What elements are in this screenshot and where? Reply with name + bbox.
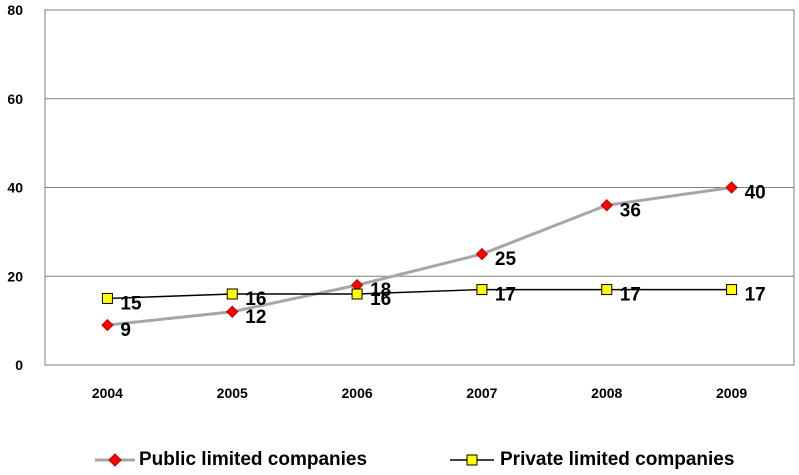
data-label-public-2004: 9 <box>120 320 131 341</box>
marker-public-2007 <box>475 247 489 261</box>
x-tick-label-2006: 2006 <box>342 385 373 401</box>
plot-area-frame <box>44 9 795 366</box>
marker-public-2004 <box>101 318 114 332</box>
y-tick-label-0: 0 <box>15 357 23 373</box>
x-tick-label-2004: 2004 <box>92 385 123 401</box>
gridlines <box>45 98 794 277</box>
marker-public-2008 <box>600 199 613 212</box>
marker-private-2004 <box>101 292 113 304</box>
marker-private-2009 <box>726 284 738 296</box>
y-tick-label-40: 40 <box>7 180 23 196</box>
y-axis-tick-labels: 0 20 40 60 80 <box>7 2 23 373</box>
y-tick-label-60: 60 <box>7 91 23 107</box>
legend-item-private: Private limited companies <box>450 446 734 474</box>
marker-private-2005 <box>226 288 238 300</box>
series-line-0 <box>107 186 732 327</box>
series-lines <box>107 186 732 327</box>
legend-marker-private <box>450 454 494 466</box>
data-label-private-2009: 17 <box>745 285 766 306</box>
marker-public-2009 <box>725 181 738 194</box>
legend-label-public: Public limited companies <box>139 449 368 470</box>
data-label-private-2004: 15 <box>120 293 142 314</box>
x-tick-label-2008: 2008 <box>591 385 622 401</box>
data-label-private-2005: 16 <box>245 289 266 310</box>
data-labels: 9 12 18 25 36 40 15 16 16 17 17 17 <box>120 183 765 342</box>
x-tick-label-2009: 2009 <box>716 385 747 401</box>
series-line-1 <box>107 288 732 300</box>
legend-item-public: Public limited companies <box>95 446 367 474</box>
data-label-public-2007: 25 <box>495 249 517 270</box>
y-tick-label-20: 20 <box>7 268 23 284</box>
legend-label-private: Private limited companies <box>500 449 735 470</box>
marker-private-2006 <box>351 288 363 300</box>
series-markers <box>101 181 738 332</box>
x-tick-label-2005: 2005 <box>217 385 248 401</box>
data-label-private-2008: 17 <box>620 285 641 306</box>
marker-public-2005 <box>226 305 239 318</box>
data-label-public-2005: 12 <box>245 307 266 328</box>
data-label-private-2006: 16 <box>370 289 391 310</box>
data-label-public-2006: 18 <box>370 280 391 301</box>
x-axis-tick-labels: 2004 2005 2006 2007 2008 2009 <box>92 385 748 401</box>
x-tick-label-2007: 2007 <box>466 385 497 401</box>
legend: Public limited companies Private limited… <box>0 446 799 474</box>
y-tick-label-80: 80 <box>7 2 23 18</box>
data-label-private-2007: 17 <box>495 285 516 306</box>
data-label-public-2009: 40 <box>745 183 766 204</box>
marker-private-2008 <box>601 284 613 296</box>
legend-marker-public <box>95 453 135 467</box>
data-label-public-2008: 36 <box>620 200 641 221</box>
marker-private-2007 <box>476 284 488 296</box>
